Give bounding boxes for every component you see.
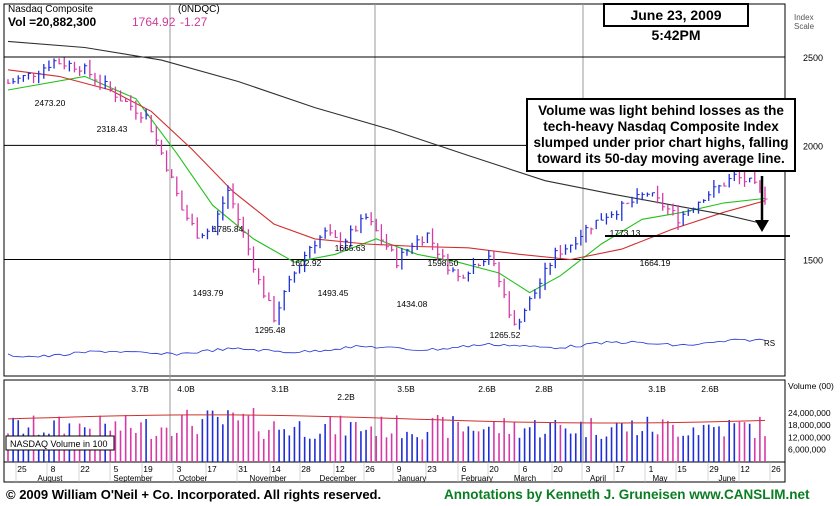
month-label: March — [514, 474, 536, 483]
volume-readout: Vol =20,882,300 — [8, 15, 97, 29]
date-tick-label: 6 — [462, 464, 467, 474]
month-label: November — [250, 474, 287, 483]
volume-tick-label: 12,000,000 — [788, 432, 831, 442]
last-price: 1764.92 — [132, 15, 176, 29]
price-panel-frame — [3, 3, 786, 377]
date-tick-label: 28 — [301, 464, 311, 474]
volume-panel-label: NASDAQ Volume in 100 — [10, 439, 108, 449]
arrow-head — [755, 220, 769, 232]
date-tick-label: 17 — [207, 464, 217, 474]
date-axis-frame — [3, 461, 786, 483]
month-label: January — [398, 474, 426, 483]
date-tick-label: 25 — [17, 464, 27, 474]
price-annotation: 1664.19 — [640, 258, 671, 268]
date-tick-label: 14 — [271, 464, 281, 474]
month-label: August — [38, 474, 64, 483]
volume-annotation: 3.7B — [131, 384, 149, 394]
month-label: May — [652, 474, 667, 483]
annotation-credit: Annotations by Kenneth J. Gruneisen www.… — [444, 487, 810, 502]
month-label: September — [113, 474, 152, 483]
price-annotation: 2473.20 — [35, 98, 66, 108]
date-stamp: June 23, 2009 5:42PM — [603, 3, 749, 43]
price-annotation: 1265.52 — [490, 330, 521, 340]
date-tick-label: 15 — [677, 464, 687, 474]
date-tick-label: 9 — [397, 464, 402, 474]
volume-axis-title: Volume (00) — [788, 381, 834, 391]
date-tick-label: 31 — [238, 464, 248, 474]
price-tick-label: 2500 — [803, 53, 823, 63]
volume-annotation: 2.8B — [535, 384, 553, 394]
price-annotation: 1434.08 — [397, 299, 428, 309]
date-tick-label: 26 — [365, 464, 375, 474]
price-annotation: 1785.84 — [213, 224, 244, 234]
date-tick-label: 20 — [489, 464, 499, 474]
volume-panel-label-box — [5, 435, 115, 451]
date-tick-label: 19 — [143, 464, 153, 474]
month-label: June — [718, 474, 736, 483]
date-tick-label: 5 — [114, 464, 119, 474]
price-annotation: 1598.50 — [428, 258, 459, 268]
date-tick-label: 26 — [771, 464, 781, 474]
volume-annotation: 3.5B — [397, 384, 415, 394]
month-label: October — [179, 474, 208, 483]
series-line-long-ma — [7, 40, 766, 225]
volume-tick-label: 6,000,000 — [788, 445, 826, 455]
price-annotation: 1493.79 — [193, 288, 224, 298]
index-scale-label: Scale — [794, 22, 815, 31]
price-annotation: 1602.92 — [291, 258, 322, 268]
date-tick-label: 29 — [709, 464, 719, 474]
volume-annotation: 3.1B — [271, 384, 289, 394]
price-tick-label: 1500 — [803, 256, 823, 266]
date-tick-label: 17 — [615, 464, 625, 474]
date-tick-label: 23 — [427, 464, 437, 474]
copyright-text: © 2009 William O'Neil + Co. Incorporated… — [6, 487, 382, 502]
price-annotation: 1493.45 — [318, 288, 349, 298]
price-annotation: 1295.48 — [255, 325, 286, 335]
volume-annotation: 2.2B — [337, 392, 355, 402]
annotation-box: Volume was light behind losses as the te… — [526, 98, 796, 172]
price-tick-label: 2000 — [803, 141, 823, 151]
volume-annotation: 3.1B — [648, 384, 666, 394]
date-tick-label: 12 — [740, 464, 750, 474]
index-scale-label: Index — [794, 13, 814, 22]
month-label: February — [461, 474, 493, 483]
date-tick-label: 3 — [177, 464, 182, 474]
price-annotation: 1665.63 — [335, 243, 366, 253]
month-label: April — [590, 474, 606, 483]
date-tick-label: 22 — [80, 464, 90, 474]
date-tick-label: 8 — [51, 464, 56, 474]
rs-line — [7, 338, 766, 358]
price-annotation: 2318.43 — [97, 124, 128, 134]
price-annotation: 1773.13 — [610, 228, 641, 238]
index-name: Nasdaq Composite — [8, 4, 93, 15]
volume-annotation: 4.0B — [177, 384, 195, 394]
date-tick-label: 12 — [335, 464, 345, 474]
month-label: December — [320, 474, 357, 483]
series-line-200-day-ma — [7, 69, 766, 261]
series-line-50-day-ma — [7, 75, 766, 294]
volume-annotation: 2.6B — [701, 384, 719, 394]
price-change: -1.27 — [180, 15, 208, 29]
date-tick-label: 3 — [586, 464, 591, 474]
date-tick-label: 20 — [553, 464, 563, 474]
ticker: (0NDQC) — [178, 4, 220, 15]
volume-tick-label: 24,000,000 — [788, 408, 831, 418]
volume-tick-label: 18,000,000 — [788, 420, 831, 430]
rs-label: RS — [764, 339, 775, 348]
volume-moving-average — [7, 414, 766, 424]
volume-annotation: 2.6B — [478, 384, 496, 394]
date-tick-label: 6 — [523, 464, 528, 474]
date-tick-label: 1 — [649, 464, 654, 474]
